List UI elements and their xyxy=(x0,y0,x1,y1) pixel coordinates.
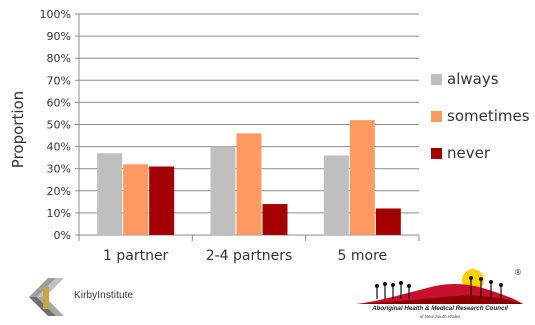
ahmrc-logo: ® Aboriginal Health & Medical Research C… xyxy=(355,266,525,322)
legend-item-sometimes: sometimes xyxy=(429,107,533,125)
x-tick-label: 2-4 partners xyxy=(206,248,293,264)
chart-legend: always sometimes never xyxy=(429,70,533,181)
legend-item-never: never xyxy=(429,144,533,162)
x-tick-label: 1 partner xyxy=(103,248,169,264)
legend-swatch-always xyxy=(431,74,442,85)
ahmrc-logo-text: Aboriginal Health & Medical Research Cou… xyxy=(372,305,508,312)
kirby-k-icon xyxy=(29,278,64,316)
ahmrc-logo-subtext: of New South Wales xyxy=(419,314,461,319)
bar-chart: 0% 10% 20% 30% 40% 50% 60% 70% 80% 90% 100% 1 part… xyxy=(9,8,420,264)
legend-swatch-sometimes xyxy=(431,111,442,122)
bar-never xyxy=(262,204,288,235)
y-tick-label: 30% xyxy=(47,163,71,176)
y-tick-label: 20% xyxy=(47,185,71,198)
y-tick-label: 40% xyxy=(47,141,71,154)
legend-label-always: always xyxy=(447,70,499,88)
y-tick-label: 50% xyxy=(47,119,71,132)
y-tick-label: 90% xyxy=(47,30,71,43)
legend-swatch-never xyxy=(431,148,442,159)
ahmrc-emblem-icon xyxy=(357,269,523,304)
y-axis-label: Proportion xyxy=(9,91,27,168)
legend-item-always: always xyxy=(429,70,533,88)
bar-always xyxy=(210,146,236,235)
bar-never xyxy=(375,208,401,235)
registered-mark: ® xyxy=(514,268,522,277)
bar-always xyxy=(97,153,123,235)
legend-label-never: never xyxy=(447,144,491,162)
kirby-logo-text: KirbyInstitute xyxy=(74,290,134,301)
y-tick-label: 10% xyxy=(47,207,71,220)
y-tick-label: 70% xyxy=(47,74,71,87)
x-tick-label: 5 more xyxy=(338,248,388,264)
x-axis-ticks: 1 partner 2-4 partners 5 more xyxy=(103,248,387,264)
y-tick-label: 80% xyxy=(47,52,71,65)
bar-always xyxy=(323,155,349,235)
legend-label-sometimes: sometimes xyxy=(447,107,530,125)
y-tick-label: 60% xyxy=(47,96,71,109)
y-tick-label: 100% xyxy=(40,8,71,21)
kirby-institute-logo: KirbyInstitute xyxy=(28,275,148,319)
bar-never xyxy=(149,166,175,235)
y-axis-ticks: 0% 10% 20% 30% 40% 50% 60% 70% 80% 90% 100% xyxy=(40,8,71,242)
y-tick-label: 0% xyxy=(54,229,71,242)
bar-sometimes xyxy=(349,120,375,235)
chart-bars xyxy=(97,120,401,235)
bar-sometimes xyxy=(123,164,149,235)
bar-sometimes xyxy=(236,133,262,235)
